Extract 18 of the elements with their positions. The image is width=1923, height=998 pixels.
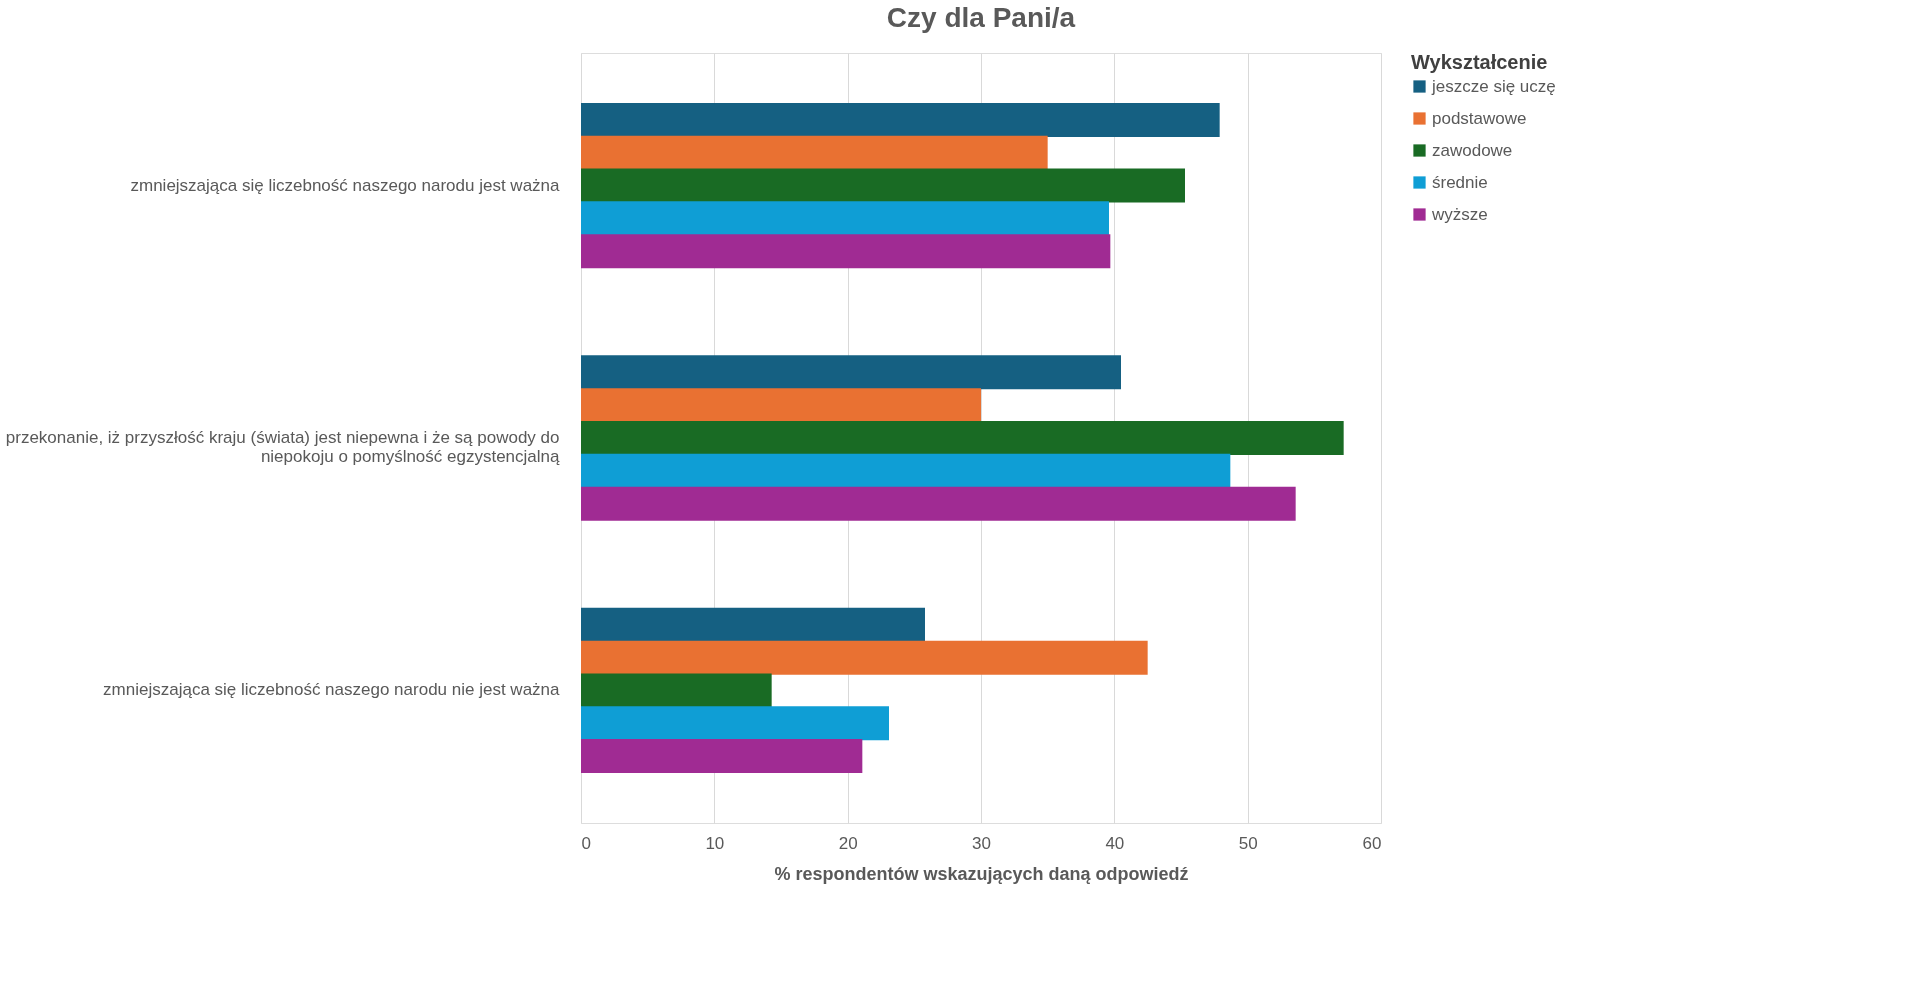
x-tick-label: 0 [581, 833, 591, 853]
x-axis-title: % respondentów wskazujących daną odpowiedź [774, 863, 1189, 884]
x-tick-label: 40 [1105, 833, 1125, 853]
legend-label: wyższe [1431, 204, 1488, 224]
legend-label: średnie [1432, 172, 1488, 192]
x-tick-label: 30 [972, 833, 991, 853]
legend-label: zawodowe [1432, 140, 1513, 160]
y-tick-label: przekonanie, iż przyszłość kraju (świata) jest niepewna i że są powody do niepokoju o pomyślność egzystencjalną [5, 428, 561, 466]
legend-label: jeszcze się uczę [1431, 76, 1556, 96]
chart-title: Czy dla Pani/a [886, 2, 1076, 33]
y-tick-label: zmniejszająca się liczebność naszego narodu nie jest ważna [103, 680, 561, 700]
y-tick-label: zmniejszająca się liczebność naszego narodu jest ważna [130, 175, 561, 195]
x-tick-label: 20 [838, 833, 858, 853]
legend-title: Wykształcenie [1411, 51, 1548, 73]
legend-label: podstawowe [1432, 108, 1527, 128]
x-tick-label: 10 [705, 833, 725, 853]
x-tick-label: 50 [1238, 833, 1258, 853]
x-tick-label: 60 [1362, 833, 1382, 853]
